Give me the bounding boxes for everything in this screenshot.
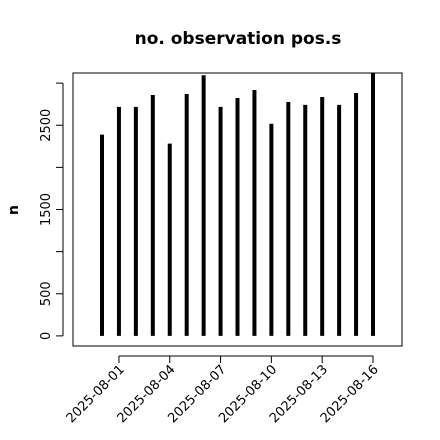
y-tick-label: 2500 <box>39 109 54 142</box>
y-tick-label: 1500 <box>39 193 54 226</box>
y-axis-label: n <box>6 205 22 215</box>
chart-title: no. observation pos.s <box>135 29 342 49</box>
y-tick-label: 500 <box>39 281 54 306</box>
plot-box <box>72 72 403 347</box>
y-tick-label: 0 <box>39 332 54 340</box>
